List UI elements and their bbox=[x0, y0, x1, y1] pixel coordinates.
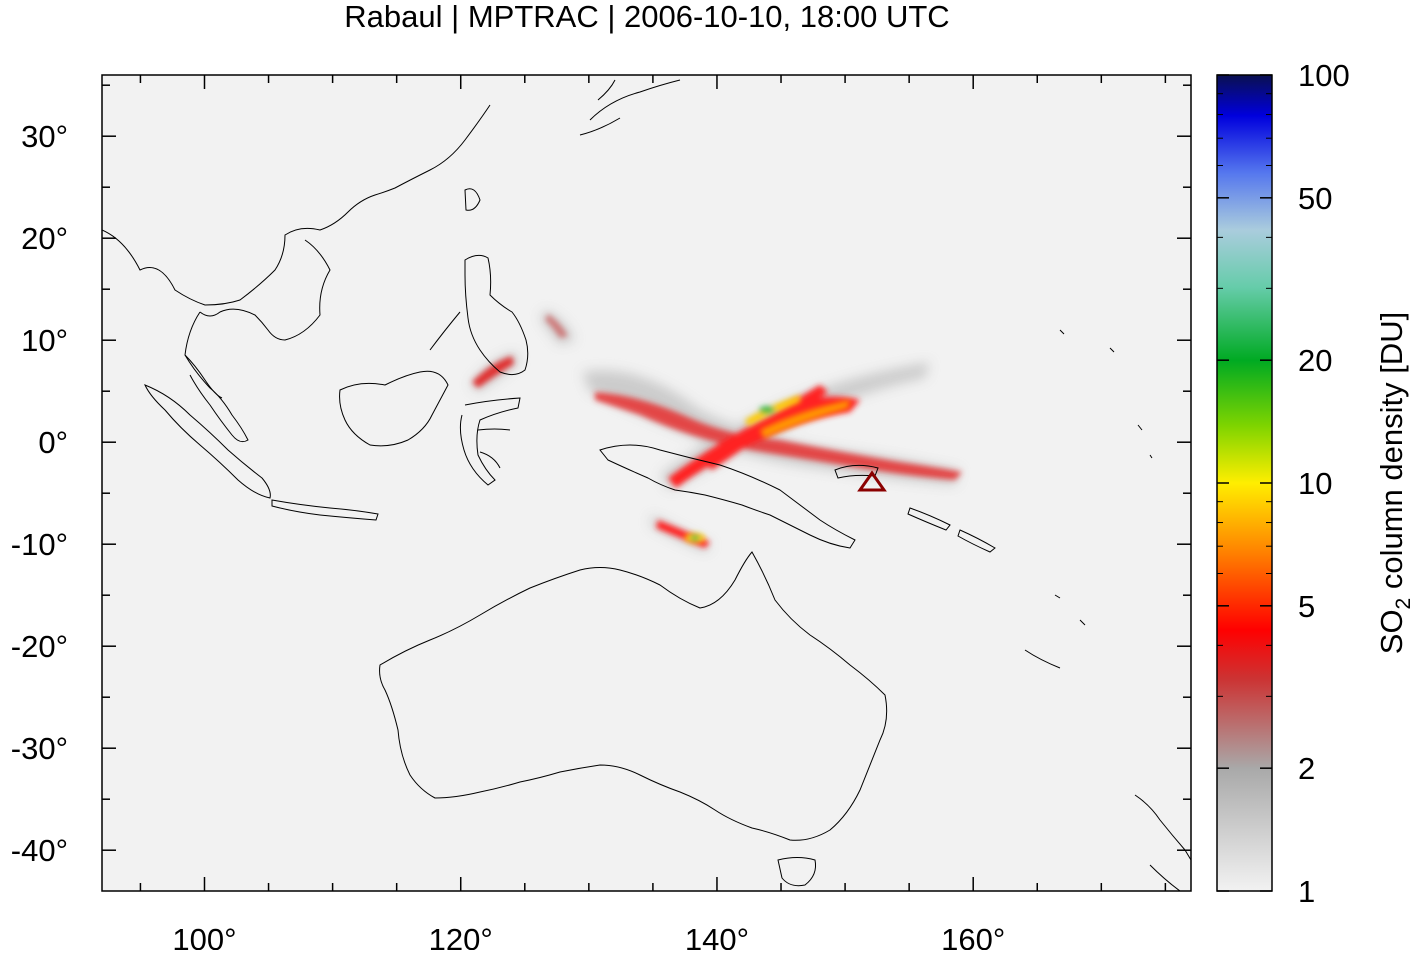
volcano-marker-icon bbox=[857, 470, 887, 492]
coastline-australia bbox=[379, 551, 888, 841]
lat-tick-label: 20° bbox=[21, 221, 68, 256]
colorbar-label-sub: 2 bbox=[1392, 598, 1411, 610]
coastline-sumatra bbox=[144, 384, 271, 499]
latitude-axis: 30° 20° 10° 0° -10° -20° -30° -40° bbox=[11, 84, 1191, 868]
lat-tick-label: -40° bbox=[11, 833, 68, 868]
colorbar-tick-label: 2 bbox=[1298, 751, 1315, 786]
so2-plume-layer bbox=[470, 310, 962, 552]
lat-tick-label: 0° bbox=[38, 425, 68, 460]
colorbar-tick-label: 20 bbox=[1298, 343, 1332, 378]
coastline-new-zealand bbox=[1134, 794, 1191, 891]
coastline-malay bbox=[184, 354, 249, 443]
colorbar-label-main: SO bbox=[1374, 609, 1409, 654]
lat-tick-label: -20° bbox=[11, 629, 68, 664]
lon-tick-label: 160° bbox=[941, 922, 1005, 950]
plot-title: Rabaul | MPTRAC | 2006-10-10, 18:00 UTC bbox=[344, 0, 949, 34]
colorbar-label: SO2 column density [DU] bbox=[1374, 312, 1411, 654]
coastline-asia bbox=[102, 104, 491, 399]
lat-tick-label: -30° bbox=[11, 731, 68, 766]
map-background bbox=[102, 75, 1191, 891]
coastline-philippines bbox=[429, 254, 529, 376]
coastline-java bbox=[271, 499, 379, 521]
coastline-sulawesi bbox=[459, 397, 521, 486]
coastline-pacific-islands bbox=[1024, 329, 1153, 669]
coastline-tasmania bbox=[777, 857, 816, 887]
colorbar-axis: 100 50 20 10 5 2 1 bbox=[1217, 58, 1350, 909]
colorbar-tick-label: 10 bbox=[1298, 466, 1332, 501]
colorbar-label-rest: column density [DU] bbox=[1374, 312, 1409, 598]
lon-tick-label: 100° bbox=[172, 922, 236, 950]
map-frame bbox=[101, 74, 1192, 892]
coastline-new-guinea bbox=[599, 444, 856, 549]
colorbar-tick-label: 5 bbox=[1298, 589, 1315, 624]
colorbar-tick-label: 100 bbox=[1298, 58, 1350, 93]
coastline-japan bbox=[579, 79, 681, 136]
colorbar-tick-label: 50 bbox=[1298, 181, 1332, 216]
lon-tick-label: 120° bbox=[429, 922, 493, 950]
lat-tick-label: 10° bbox=[21, 323, 68, 358]
colorbar-tick-label: 1 bbox=[1298, 874, 1315, 909]
lat-tick-label: -10° bbox=[11, 527, 68, 562]
lat-tick-label: 30° bbox=[21, 119, 68, 154]
coastline-borneo bbox=[339, 370, 449, 447]
map-area bbox=[102, 79, 1191, 891]
coastline-layer bbox=[102, 79, 1191, 891]
coastline-taiwan bbox=[464, 188, 481, 211]
lon-tick-label: 140° bbox=[685, 922, 749, 950]
